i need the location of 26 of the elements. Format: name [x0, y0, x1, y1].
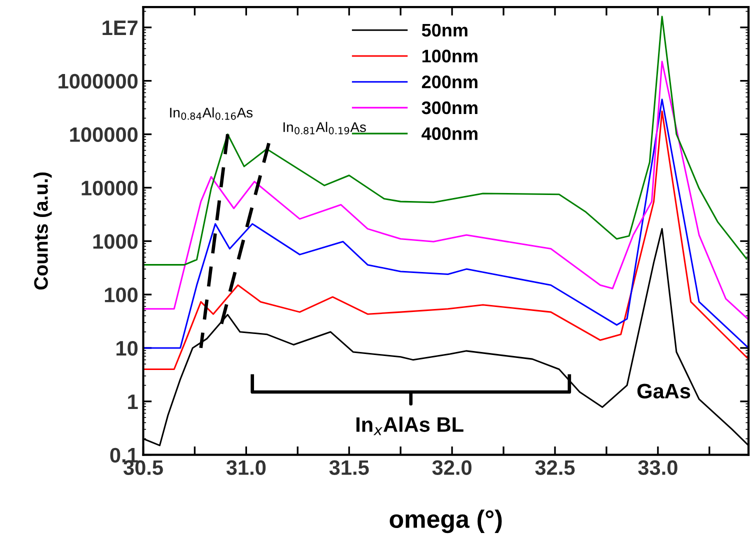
y-tick-label: 1E7 [102, 20, 138, 35]
legend-label: 100nm [422, 50, 478, 62]
y-tick-label: 100 [104, 288, 138, 302]
line-series [143, 60, 748, 320]
y-tick-label: 1000000 [58, 74, 138, 89]
y-tick-label: 10000 [82, 180, 138, 196]
legend-label: 200nm [422, 76, 478, 88]
x-tick-label: 32.0 [432, 460, 472, 476]
legend-label: 300nm [422, 101, 478, 114]
annotation: GaAs [637, 384, 690, 398]
y-axis-title: Counts (a.u.) [34, 172, 52, 290]
x-tick-label: 32.5 [535, 460, 575, 476]
y-tick-label: 100000 [70, 127, 138, 142]
x-tick-label: 31.5 [329, 460, 369, 476]
annotation: In$_{0.81}$Al$_{0.19}$As [284, 122, 366, 134]
legend-label: 50nm [422, 24, 468, 37]
annotation: In$_{0.84}$Al$_{0.16}$As [170, 107, 253, 120]
x-tick-label: 33.0 [638, 460, 678, 476]
x-tick-label: 31.0 [226, 460, 266, 476]
y-tick-label: 10 [116, 340, 138, 356]
y-tick-label: 1 [128, 394, 138, 409]
legend-label: 400nm [422, 127, 478, 140]
x-axis-title: omega (°) [390, 510, 502, 534]
annotation: In$_{x}$AlAs BL [356, 416, 464, 436]
line-series [143, 16, 748, 266]
y-tick-label: 1000 [93, 234, 138, 249]
